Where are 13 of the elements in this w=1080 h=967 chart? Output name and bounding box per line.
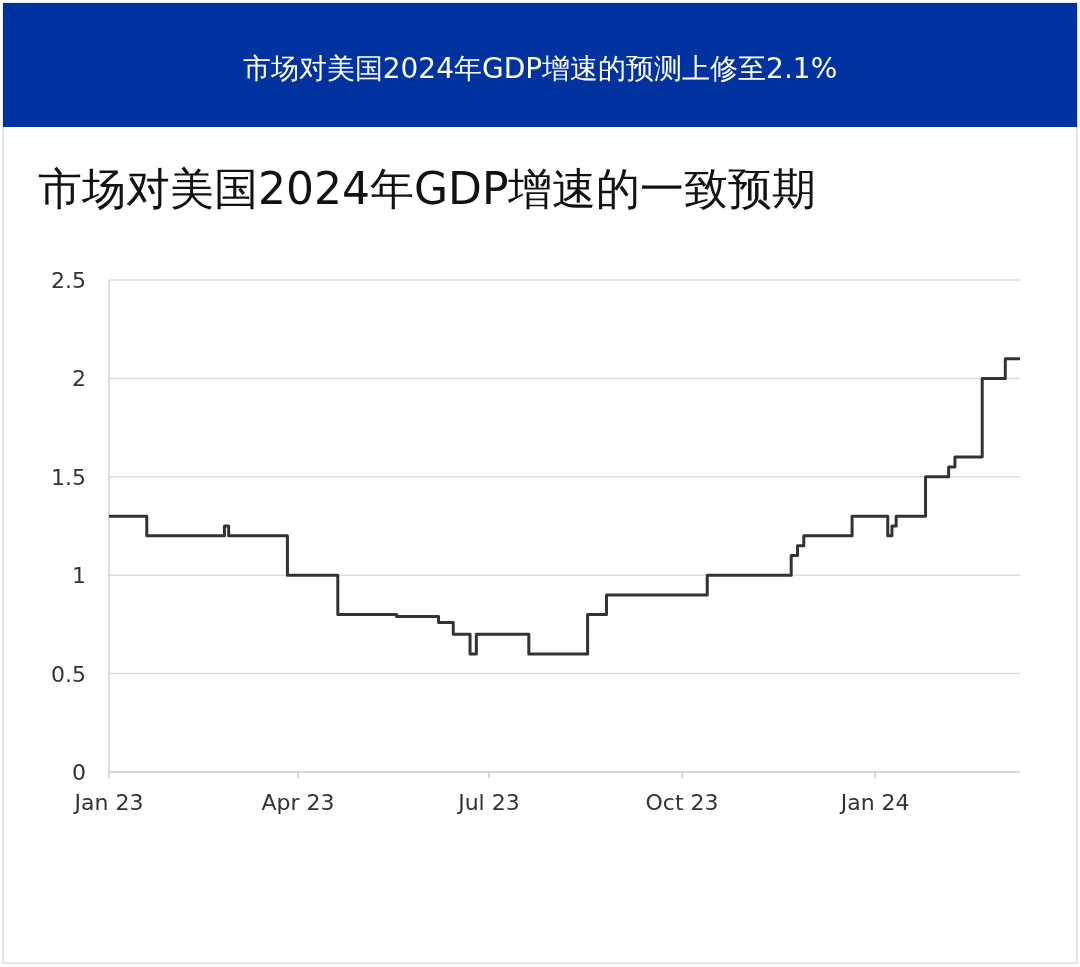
x-tick-label: Jan 24 <box>838 790 910 815</box>
chart-title: 市场对美国2024年GDP增速的预测上修至2.1% <box>242 52 838 85</box>
y-tick-label: 0.5 <box>51 661 86 687</box>
y-tick-label: 2 <box>72 366 86 392</box>
x-tick-label: Jul 23 <box>456 790 520 815</box>
y-tick-label: 1 <box>72 563 86 589</box>
y-tick-label: 0 <box>72 760 86 785</box>
chart-subtitle: 市场对美国2024年GDP增速的一致预期 <box>38 163 817 214</box>
x-tick-label: Jan 23 <box>72 790 144 815</box>
x-tick-label: Oct 23 <box>645 790 719 815</box>
y-tick-label: 2.5 <box>51 268 86 293</box>
y-tick-label: 1.5 <box>51 464 86 490</box>
x-tick-label: Apr 23 <box>261 790 335 815</box>
